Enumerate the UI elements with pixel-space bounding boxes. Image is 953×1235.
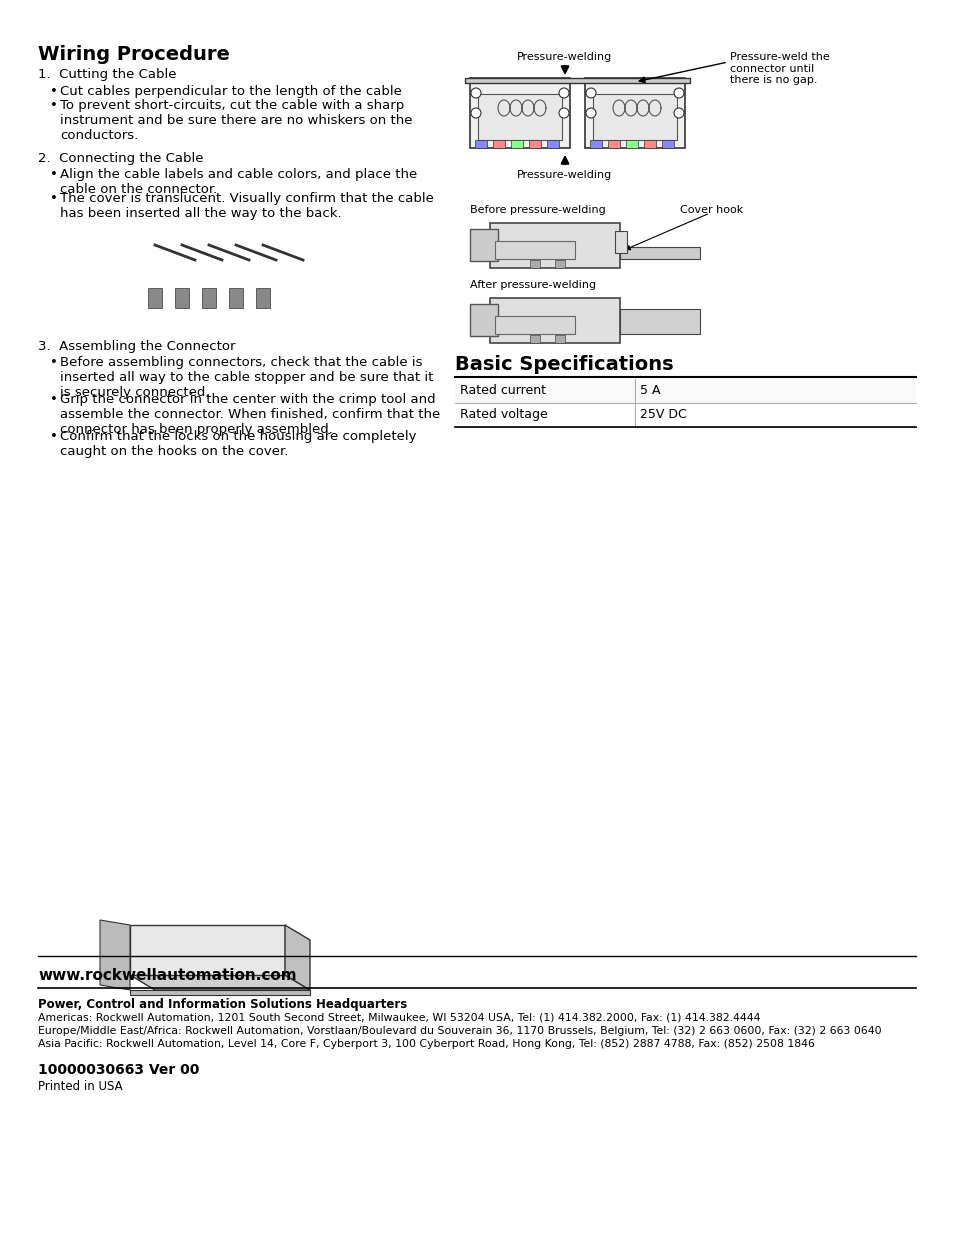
Circle shape: [673, 88, 683, 98]
Bar: [529, 140, 540, 148]
Text: www.rockwellautomation.com: www.rockwellautomation.com: [38, 968, 296, 983]
Bar: [475, 140, 486, 148]
Text: Grip the connector in the center with the crimp tool and
assemble the connector.: Grip the connector in the center with th…: [60, 393, 439, 436]
Text: The cover is translucent. Visually confirm that the cable
has been inserted all : The cover is translucent. Visually confi…: [60, 191, 434, 220]
Bar: [661, 140, 673, 148]
Text: Asia Pacific: Rockwell Automation, Level 14, Core F, Cyberport 3, 100 Cyberport : Asia Pacific: Rockwell Automation, Level…: [38, 1039, 814, 1049]
Bar: [555, 335, 564, 343]
Bar: [619, 247, 700, 259]
Bar: [593, 94, 677, 140]
Bar: [493, 140, 504, 148]
Bar: [643, 140, 656, 148]
Text: •: •: [50, 99, 58, 112]
Bar: [148, 288, 162, 308]
Text: •: •: [50, 191, 58, 205]
Text: 10000030663 Ver 00: 10000030663 Ver 00: [38, 1063, 199, 1077]
Text: •: •: [50, 430, 58, 443]
Bar: [229, 288, 243, 308]
Text: Wiring Procedure: Wiring Procedure: [38, 44, 230, 64]
Bar: [615, 231, 626, 253]
Bar: [202, 288, 215, 308]
Text: •: •: [50, 393, 58, 406]
Bar: [255, 288, 270, 308]
Bar: [470, 78, 569, 148]
Bar: [490, 298, 619, 343]
Bar: [490, 224, 619, 268]
Bar: [511, 140, 522, 148]
Text: Power, Control and Information Solutions Headquarters: Power, Control and Information Solutions…: [38, 998, 407, 1011]
Bar: [555, 261, 564, 268]
Bar: [607, 140, 619, 148]
Text: Rated voltage: Rated voltage: [459, 408, 547, 421]
Text: Europe/Middle East/Africa: Rockwell Automation, Vorstlaan/Boulevard du Souverain: Europe/Middle East/Africa: Rockwell Auto…: [38, 1026, 881, 1036]
Circle shape: [585, 88, 596, 98]
Bar: [495, 316, 575, 333]
Text: Pressure-weld the
connector until
there is no gap.: Pressure-weld the connector until there …: [729, 52, 829, 85]
Bar: [470, 228, 497, 261]
Text: Align the cable labels and cable colors, and place the
cable on the connector.: Align the cable labels and cable colors,…: [60, 168, 416, 196]
Bar: [530, 335, 539, 343]
Bar: [530, 261, 539, 268]
Text: Rated current: Rated current: [459, 384, 545, 396]
Bar: [464, 78, 689, 83]
Bar: [470, 304, 497, 336]
Text: Before assembling connectors, check that the cable is
inserted all way to the ca: Before assembling connectors, check that…: [60, 356, 433, 399]
Text: Basic Specifications: Basic Specifications: [455, 354, 673, 374]
Text: After pressure-welding: After pressure-welding: [470, 280, 596, 290]
Bar: [589, 140, 601, 148]
Text: Pressure-welding: Pressure-welding: [517, 170, 612, 180]
Circle shape: [558, 107, 568, 119]
Text: 25V DC: 25V DC: [639, 408, 686, 421]
Text: To prevent short-circuits, cut the cable with a sharp
instrument and be sure the: To prevent short-circuits, cut the cable…: [60, 99, 412, 142]
Polygon shape: [100, 920, 130, 990]
Bar: [625, 140, 638, 148]
Text: 1.  Cutting the Cable: 1. Cutting the Cable: [38, 68, 176, 82]
Polygon shape: [130, 990, 310, 995]
Text: Before pressure-welding: Before pressure-welding: [470, 205, 605, 215]
Bar: [584, 78, 684, 148]
Text: 2.  Connecting the Cable: 2. Connecting the Cable: [38, 152, 203, 165]
Bar: [477, 94, 561, 140]
Bar: [174, 288, 189, 308]
Text: Americas: Rockwell Automation, 1201 South Second Street, Milwaukee, WI 53204 USA: Americas: Rockwell Automation, 1201 Sout…: [38, 1013, 760, 1023]
Bar: [455, 379, 915, 403]
Circle shape: [471, 88, 480, 98]
Text: Cut cables perpendicular to the length of the cable: Cut cables perpendicular to the length o…: [60, 85, 401, 98]
Text: •: •: [50, 356, 58, 369]
Bar: [495, 241, 575, 259]
Text: •: •: [50, 168, 58, 182]
Bar: [619, 309, 700, 333]
Polygon shape: [285, 925, 310, 990]
Polygon shape: [130, 974, 310, 990]
Text: Printed in USA: Printed in USA: [38, 1079, 123, 1093]
Text: 3.  Assembling the Connector: 3. Assembling the Connector: [38, 340, 235, 353]
Text: Confirm that the locks on the housing are completely
caught on the hooks on the : Confirm that the locks on the housing ar…: [60, 430, 416, 458]
Circle shape: [673, 107, 683, 119]
Text: Pressure-welding: Pressure-welding: [517, 52, 612, 62]
Circle shape: [585, 107, 596, 119]
Bar: [546, 140, 558, 148]
Text: •: •: [50, 85, 58, 98]
Text: Cover hook: Cover hook: [679, 205, 742, 215]
Polygon shape: [130, 925, 285, 974]
Circle shape: [471, 107, 480, 119]
Text: 5 A: 5 A: [639, 384, 659, 396]
Circle shape: [558, 88, 568, 98]
